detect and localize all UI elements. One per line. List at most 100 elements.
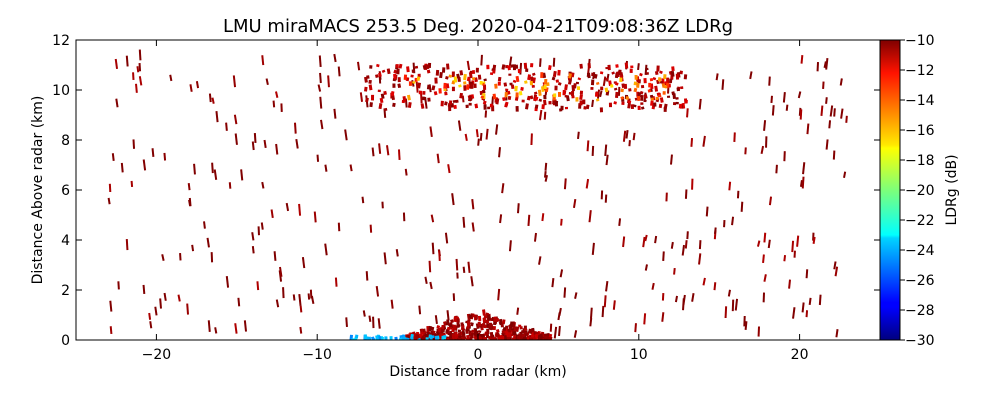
radar-gate [558, 325, 561, 337]
radar-gate [364, 86, 368, 92]
y-axis: 0 2 4 6 8 10 12 [52, 33, 880, 349]
radar-gate [595, 98, 600, 102]
radar-gate [652, 77, 657, 81]
radar-gate [835, 329, 839, 338]
radar-gate [636, 79, 641, 83]
radar-gate [189, 84, 193, 92]
radar-gate [453, 335, 458, 340]
radar-gate [595, 81, 600, 86]
radar-gate [109, 326, 113, 335]
radar-gate [207, 320, 211, 332]
radar-gate [591, 99, 595, 108]
radar-gate [445, 319, 450, 326]
radar-gate [654, 85, 659, 92]
radar-gate [633, 104, 637, 108]
radar-gate [251, 232, 255, 241]
radar-gate [461, 95, 465, 103]
radar-gate [378, 143, 382, 154]
radar-gate [756, 240, 761, 247]
radar-gate [534, 96, 539, 101]
radar-gate [485, 128, 489, 140]
radar-gate [805, 269, 809, 279]
radar-gate [828, 120, 832, 129]
radar-gate [501, 183, 505, 194]
radar-gate [467, 95, 472, 102]
radar-gate [447, 164, 451, 174]
radar-gate [273, 251, 277, 261]
radar-gate [669, 154, 673, 165]
radar-gate [797, 91, 802, 99]
radar-gate [705, 206, 709, 217]
radar-gate [491, 316, 495, 322]
radar-gate [505, 331, 509, 338]
radar-gate [318, 55, 322, 67]
radar-gate [537, 89, 542, 96]
radar-gate [381, 69, 386, 73]
radar-gate [799, 180, 803, 187]
radar-gate [310, 295, 315, 305]
radar-gate [161, 254, 165, 261]
radar-gate [833, 261, 837, 270]
radar-gate [439, 72, 443, 79]
radar-gate [299, 305, 303, 313]
radar-gate [604, 87, 609, 93]
radar-gate [770, 95, 773, 104]
radar-gate [801, 302, 805, 313]
radar-gate [782, 92, 786, 103]
radar-gate [498, 147, 501, 158]
radar-gate [214, 327, 218, 334]
radar-gate [465, 84, 470, 90]
radar-gate [424, 276, 428, 284]
radar-gate [762, 254, 765, 264]
radar-gate [368, 315, 372, 322]
radar-gate [640, 106, 645, 110]
radar-gate [393, 69, 398, 74]
radar-gate [470, 322, 474, 327]
radar-gate [213, 169, 218, 180]
x-axis-label: Distance from radar (km) [389, 364, 566, 380]
radar-gate [477, 321, 482, 327]
radar-gate [791, 240, 795, 253]
radar-gate [117, 281, 120, 290]
radar-gate [142, 159, 147, 171]
radar-gate [543, 171, 547, 178]
radar-gate [833, 108, 836, 117]
radar-gate [510, 84, 515, 89]
radar-gate [620, 96, 625, 100]
radar-gate [473, 332, 478, 337]
radar-gate [526, 95, 531, 101]
radar-gate [656, 79, 660, 85]
colorbar-tick-label: −24 [905, 243, 935, 259]
radar-gate [663, 84, 668, 89]
radar-gate [601, 305, 605, 318]
radar-gate [775, 164, 778, 174]
radar-gate [169, 74, 173, 82]
radar-gate [515, 75, 520, 83]
colorbar-tick-label: −30 [905, 333, 935, 349]
radar-gate [801, 176, 805, 189]
colorbar-tick-label: −28 [905, 303, 935, 319]
y-tick-label: 0 [61, 333, 70, 349]
radar-gate [437, 327, 442, 333]
colorbar-label: LDRg (dB) [944, 154, 960, 225]
radar-gate [527, 330, 532, 334]
radar-gate [464, 133, 468, 141]
y-tick-label: 8 [61, 133, 70, 149]
radar-gate [457, 324, 461, 328]
colorbar-tick-label: −14 [905, 93, 935, 109]
radar-gate [422, 328, 426, 333]
radar-gate [508, 56, 513, 66]
radar-gate [317, 84, 322, 92]
radar-gate [615, 91, 619, 99]
radar-gate [474, 77, 478, 83]
radar-gate [369, 102, 373, 108]
radar-gate [251, 246, 255, 254]
radar-gate [806, 123, 810, 135]
radar-gate [125, 55, 129, 67]
radar-gate [316, 154, 320, 162]
radar-gate [375, 335, 380, 340]
radar-gate [573, 83, 577, 89]
radar-gate [461, 327, 466, 332]
radar-gate [763, 232, 767, 243]
